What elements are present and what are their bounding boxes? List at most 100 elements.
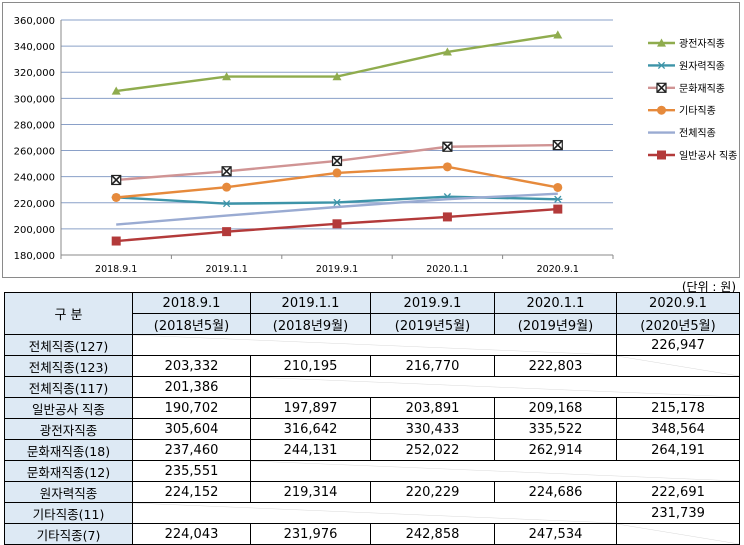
- data-point: [111, 236, 121, 246]
- data-point-x: [331, 155, 343, 167]
- x-tick-label: 2019.1.1: [205, 264, 247, 275]
- value-cell: 203,891: [370, 397, 495, 419]
- data-point: [657, 105, 666, 115]
- series-line: [116, 192, 558, 226]
- y-tick-label: 340,000: [14, 42, 55, 53]
- x-tick-label: 2018.9.1: [95, 264, 137, 275]
- empty-cell: [616, 355, 740, 377]
- data-point-x: [442, 141, 453, 152]
- value-cell: 210,195: [250, 355, 371, 377]
- value-cell: 305,604: [132, 418, 251, 440]
- data-point: [111, 192, 121, 202]
- legend-label: 전체직종: [679, 128, 716, 140]
- column-header-period: (2020년5월): [616, 313, 740, 335]
- value-cell: 335,522: [494, 418, 617, 440]
- column-header-date: 2018.9.1: [132, 292, 251, 314]
- value-cell: 224,686: [494, 481, 617, 503]
- table-row: 문화재직종(12) 235,551: [4, 460, 740, 482]
- empty-cell: [616, 523, 740, 545]
- value-cell: 203,332: [132, 355, 251, 377]
- data-point-x: [656, 82, 667, 93]
- unit-label: (단위 : 원): [681, 280, 736, 294]
- value-cell: 262,914: [494, 439, 617, 461]
- data-point: [333, 198, 341, 207]
- table-row: 전체직종(117) 201,386: [4, 376, 740, 398]
- x-tick-label: 2019.9.1: [316, 264, 358, 275]
- legend-label: 일반공사 직종: [679, 150, 737, 162]
- row-label: 전체직종(117): [4, 376, 133, 398]
- legend-label: 광전자직종: [679, 38, 725, 50]
- column-header-period: (2018년5월): [132, 313, 251, 335]
- y-tick-label: 220,000: [14, 199, 55, 210]
- data-point: [332, 72, 342, 81]
- line-chart: 180,000 200,000 220,000 240,000 260,000 280,0…: [14, 16, 738, 275]
- value-cell: 247,534: [494, 523, 617, 545]
- value-cell: 226,947: [616, 334, 740, 356]
- y-tick-label: 300,000: [14, 94, 55, 105]
- row-label: 문화재직종(18): [4, 439, 133, 461]
- value-cell: 264,191: [616, 439, 740, 461]
- legend-label: 기타직종: [679, 105, 716, 117]
- value-cell: 190,702: [132, 397, 251, 419]
- row-label: 기타직종(11): [4, 502, 133, 524]
- column-header-period: (2019년5월): [370, 313, 495, 335]
- row-label: 전체직종(123): [4, 355, 133, 377]
- legend-label: 원자력직종: [679, 60, 725, 72]
- value-cell: 216,770: [370, 355, 495, 377]
- value-cell: 209,168: [494, 397, 617, 419]
- y-tick-label: 320,000: [14, 68, 55, 79]
- row-label: 원자력직종: [4, 481, 133, 503]
- row-label: 광전자직종: [4, 418, 133, 440]
- data-point: [553, 30, 563, 39]
- data-point: [442, 47, 452, 56]
- y-tick-label: 260,000: [14, 147, 55, 158]
- table-row: 전체직종(127) 226,947: [4, 334, 740, 356]
- column-header-date: 2019.9.1: [370, 292, 495, 314]
- data-point: [657, 61, 666, 70]
- y-tick-label: 360,000: [14, 16, 55, 27]
- data-point: [657, 38, 666, 47]
- table-row: 일반공사 직종 190,702 197,897 203,891 209,168 215,1…: [4, 397, 740, 419]
- value-cell: 222,803: [494, 355, 617, 377]
- y-tick-label: 280,000: [14, 120, 55, 131]
- value-cell: 252,022: [370, 439, 495, 461]
- value-cell: 330,433: [370, 418, 495, 440]
- data-point: [222, 182, 232, 192]
- table-row: 문화재직종(18) 237,460 244,131 252,022 262,914 264…: [4, 439, 740, 461]
- table-row: 기타직종(11) 231,739: [4, 502, 740, 524]
- data-point: [554, 195, 562, 203]
- value-cell: 201,386: [132, 376, 251, 398]
- data-point: [222, 72, 232, 81]
- row-label: 일반공사 직종: [4, 397, 133, 419]
- column-header-date: 2020.1.1: [494, 292, 617, 314]
- value-cell: 197,897: [250, 397, 371, 419]
- value-cell: 231,739: [616, 502, 740, 524]
- empty-cell: [132, 502, 617, 524]
- data-point: [553, 182, 563, 192]
- value-cell: 219,314: [250, 481, 371, 503]
- chart-frame: 180,000 200,000 220,000 240,000 260,000 280,0…: [2, 2, 740, 278]
- series-line: [116, 33, 558, 93]
- x-tick-label: 2020.9.1: [537, 264, 579, 275]
- value-cell: 235,551: [132, 460, 251, 482]
- data-point: [442, 212, 452, 222]
- value-cell: 242,858: [370, 523, 495, 545]
- value-cell: 231,976: [250, 523, 371, 545]
- value-cell: 220,229: [370, 481, 495, 503]
- table-row: 광전자직종 305,604 316,642 330,433 335,522 348,564: [4, 418, 740, 440]
- value-cell: 224,043: [132, 523, 251, 545]
- column-header-date: 2019.1.1: [250, 292, 371, 314]
- data-point: [553, 204, 563, 214]
- table-row: 전체직종(123) 203,332 210,195 216,770 222,803: [4, 355, 740, 377]
- value-cell: 316,642: [250, 418, 371, 440]
- empty-cell: [250, 460, 740, 482]
- empty-cell: [250, 376, 740, 398]
- value-cell: 224,152: [132, 481, 251, 503]
- row-label: 전체직종(127): [4, 334, 133, 356]
- table-row: 기타직종(7) 224,043 231,976 242,858 247,534: [4, 523, 740, 545]
- column-header-period: (2019년9월): [494, 313, 617, 335]
- value-cell: 222,691: [616, 481, 740, 503]
- value-cell: 348,564: [616, 418, 740, 440]
- data-point: [222, 200, 231, 208]
- column-header-date: 2020.9.1: [616, 292, 740, 314]
